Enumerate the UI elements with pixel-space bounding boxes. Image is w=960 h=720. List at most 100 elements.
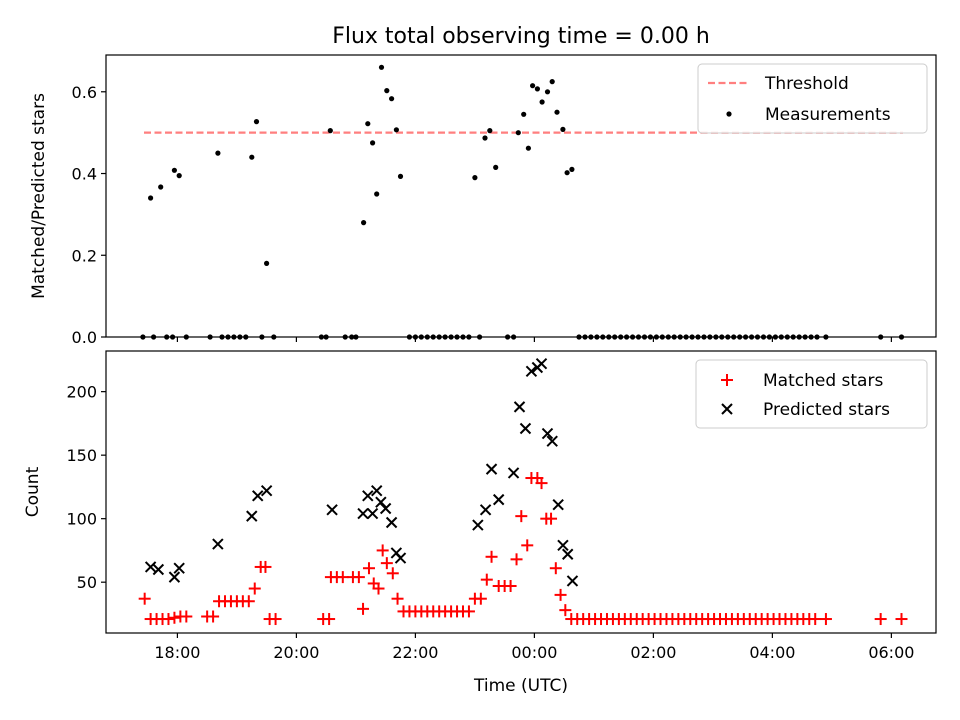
predicted-star-point (525, 365, 538, 378)
measurement-point (493, 164, 499, 170)
measurement-point (370, 140, 376, 146)
measurement-point (176, 173, 182, 179)
matched-star-point (242, 595, 255, 608)
predicted-star-point (557, 539, 569, 552)
predicted-star-point (507, 467, 520, 479)
top-x-axis-ticks (176, 337, 892, 342)
predicted-star-point (252, 490, 264, 502)
legend-threshold-label: Threshold (764, 74, 849, 94)
predicted-star-point (385, 516, 398, 529)
measurement-point (539, 99, 545, 105)
measurement-point (397, 173, 404, 179)
measurement-point (521, 111, 527, 117)
bottom-x-tick-label: 06:00 (868, 643, 914, 662)
matched-star-point (480, 573, 493, 586)
top-y-tick-label: 0.6 (72, 83, 97, 102)
matched-star-point (386, 567, 399, 580)
measurement-point (534, 86, 541, 92)
matched-star-point (504, 580, 517, 592)
measurement-point (564, 170, 570, 176)
matched-star-point (162, 613, 175, 626)
measurement-point (389, 96, 395, 102)
predicted-star-point (144, 561, 157, 573)
top-y-axis-ticks: 0.0 0.2 0.4 0.6 (72, 83, 106, 347)
top-panel: 0.0 0.2 0.4 0.6 Matched/Predicted stars Thr… (29, 54, 937, 347)
predicted-star-point (566, 575, 579, 587)
matched-star-point (545, 512, 558, 525)
matched-star-point (474, 592, 487, 605)
measurement-point (525, 145, 532, 151)
measurement-point (264, 260, 270, 266)
top-legend-box (697, 63, 928, 134)
predicted-star-point (246, 510, 258, 522)
measurement-point (384, 88, 390, 94)
measurement-point (569, 166, 575, 172)
measurement-point (361, 220, 367, 226)
matched-star-point (138, 592, 151, 605)
bottom-legend: Matched stars Predicted stars (695, 359, 928, 429)
predicted-star-point (561, 548, 574, 560)
top-y-tick-label: 0.4 (72, 165, 97, 184)
matched-star-point (352, 571, 365, 584)
matched-star-point (357, 602, 370, 615)
chart-title: Flux total observing time = 0.00 h (332, 24, 710, 49)
matched-star-point (819, 613, 832, 626)
legend-measurements-swatch (726, 111, 732, 117)
matched-star-point (535, 477, 548, 490)
predicted-star-point (546, 435, 558, 447)
measurement-point (171, 167, 177, 173)
predicted-star-point (371, 485, 383, 497)
legend-measurements-label: Measurements (765, 105, 891, 125)
predicted-star-point (173, 562, 185, 574)
predicted-star-point (535, 357, 548, 370)
measurement-point (560, 126, 566, 132)
predicted-star-point (513, 401, 526, 413)
predicted-star-point (362, 490, 374, 502)
matched-star-point (895, 613, 908, 626)
matched-star-point (362, 562, 375, 575)
measurement-point (544, 89, 551, 95)
predicted-star-point (492, 493, 505, 506)
predicted-star-point (212, 538, 224, 550)
measurement-point (249, 154, 255, 160)
matched-stars-series (138, 472, 908, 626)
legend-predicted-label: Predicted stars (763, 400, 890, 420)
matched-star-point (521, 539, 534, 552)
bottom-x-tick-label: 00:00 (511, 643, 557, 662)
top-y-tick-label: 0.0 (72, 328, 97, 347)
measurement-point (482, 135, 488, 141)
bottom-y-tick-label: 150 (66, 446, 97, 465)
matched-star-point (372, 582, 385, 595)
matched-star-point (559, 604, 572, 617)
predicted-star-point (472, 519, 484, 531)
predicted-star-point (168, 571, 181, 583)
measurement-point (215, 150, 221, 156)
bottom-x-tick-label: 20:00 (273, 643, 319, 662)
matched-star-point (207, 610, 220, 623)
measurement-point (554, 109, 560, 115)
bottom-y-tick-label: 200 (66, 383, 97, 402)
bottom-y-tick-label: 100 (66, 510, 97, 529)
measurement-point (515, 130, 521, 136)
legend-matched-swatch (721, 374, 733, 386)
predicted-star-point (552, 498, 564, 511)
matched-star-point (809, 613, 822, 626)
measurement-point (374, 191, 380, 197)
predicted-star-point (541, 427, 554, 440)
matched-star-point (554, 588, 567, 601)
measurement-point (148, 195, 154, 201)
measurement-point (253, 119, 260, 125)
predicted-star-point (366, 507, 379, 520)
top-y-tick-label: 0.2 (72, 246, 97, 265)
bottom-x-tick-label: 22:00 (392, 643, 438, 662)
matched-star-point (180, 610, 193, 623)
predicted-star-point (260, 485, 273, 497)
top-plot-frame (105, 54, 937, 338)
predicted-star-point (326, 504, 338, 516)
measurement-point (530, 83, 536, 89)
measurement-point (378, 64, 385, 70)
predicted-star-point (479, 504, 492, 516)
predicted-star-point (519, 422, 532, 435)
matched-star-point (168, 611, 181, 624)
